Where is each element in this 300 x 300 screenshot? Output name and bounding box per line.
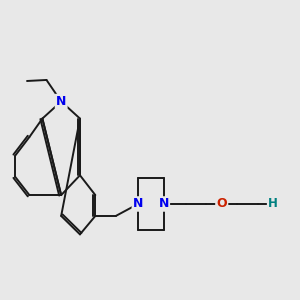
Text: H: H [268,197,278,211]
Text: O: O [216,197,227,211]
Text: N: N [133,197,143,211]
Text: N: N [158,197,169,211]
Text: N: N [56,95,66,108]
